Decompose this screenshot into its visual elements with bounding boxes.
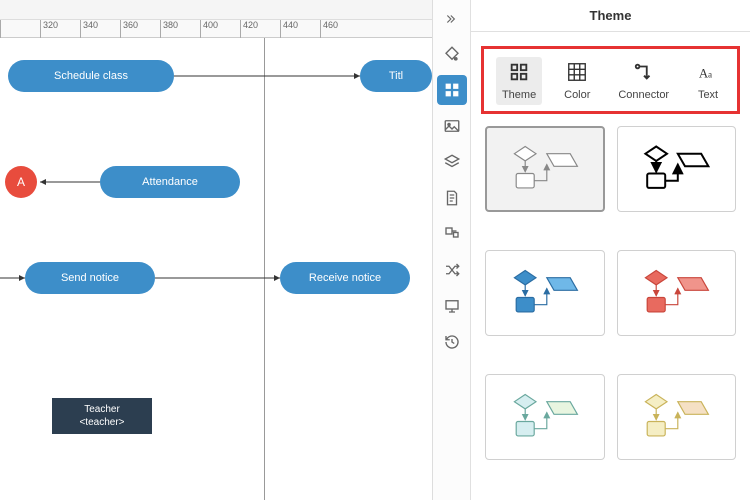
node-receive-notice[interactable]: Receive notice — [280, 262, 410, 294]
tab-color[interactable]: Color — [558, 57, 596, 105]
theme-preset-2[interactable] — [485, 250, 605, 336]
panel-title: Theme — [471, 0, 750, 32]
horizontal-ruler: 320 340 360 380 400 420 440 460 — [0, 20, 432, 38]
ruler-tick: 440 — [280, 20, 298, 38]
tab-theme[interactable]: Theme — [496, 57, 542, 105]
tab-label: Connector — [618, 89, 669, 101]
ruler-tick: 420 — [240, 20, 258, 38]
tool-strip — [433, 0, 471, 500]
connector-icon — [633, 61, 655, 83]
fill-tool-icon[interactable] — [437, 39, 467, 69]
node-send-notice[interactable]: Send notice — [25, 262, 155, 294]
node-label: Receive notice — [309, 272, 381, 284]
history-tool-icon[interactable] — [437, 327, 467, 357]
right-panel: Theme Theme Color Connector Aa Text — [432, 0, 750, 500]
shuffle-tool-icon[interactable] — [437, 255, 467, 285]
presentation-tool-icon[interactable] — [437, 291, 467, 321]
page-tool-icon[interactable] — [437, 183, 467, 213]
swimlane-divider — [264, 38, 265, 500]
image-tool-icon[interactable] — [437, 111, 467, 141]
node-schedule-class[interactable]: Schedule class — [8, 60, 174, 92]
tab-label: Color — [564, 89, 590, 101]
tab-connector[interactable]: Connector — [612, 57, 675, 105]
node-attendance[interactable]: Attendance — [100, 166, 240, 198]
ruler-tick: 460 — [320, 20, 338, 38]
tab-label: Theme — [502, 89, 536, 101]
tab-text[interactable]: Aa Text — [691, 57, 725, 105]
theme-preset-grid — [471, 126, 750, 500]
collapse-panel-button[interactable] — [433, 8, 470, 30]
node-label: Attendance — [142, 176, 198, 188]
ruler-tick — [0, 20, 3, 38]
theme-grid-icon — [508, 61, 530, 83]
component-tool-icon[interactable] — [437, 219, 467, 249]
color-grid-icon — [566, 61, 588, 83]
theme-preset-0[interactable] — [485, 126, 605, 212]
ruler-tick: 320 — [40, 20, 58, 38]
theme-tabs-highlight: Theme Color Connector Aa Text — [481, 46, 740, 114]
theme-preset-5[interactable] — [617, 374, 737, 460]
node-label: <teacher> — [79, 416, 124, 429]
theme-preset-4[interactable] — [485, 374, 605, 460]
theme-preset-3[interactable] — [617, 250, 737, 336]
node-label: Send notice — [61, 272, 119, 284]
node-title[interactable]: Titl — [360, 60, 432, 92]
ruler-tick: 340 — [80, 20, 98, 38]
ruler-tick: 360 — [120, 20, 138, 38]
node-label: Teacher — [84, 403, 120, 416]
text-icon: Aa — [697, 61, 719, 83]
theme-tool-icon[interactable] — [437, 75, 467, 105]
svg-text:a: a — [708, 70, 712, 80]
node-teacher[interactable]: Teacher <teacher> — [52, 398, 152, 434]
node-attendance-marker[interactable]: A — [5, 166, 37, 198]
node-label: Titl — [389, 70, 403, 82]
diagram-canvas[interactable]: Schedule class Titl A Attendance Send no… — [0, 38, 432, 500]
layers-tool-icon[interactable] — [437, 147, 467, 177]
node-label: Schedule class — [54, 70, 128, 82]
theme-preset-1[interactable] — [617, 126, 737, 212]
ruler-tick: 380 — [160, 20, 178, 38]
panel-body: Theme Theme Color Connector Aa Text — [471, 0, 750, 500]
node-label: A — [17, 175, 25, 189]
ruler-tick: 400 — [200, 20, 218, 38]
tab-label: Text — [698, 89, 718, 101]
